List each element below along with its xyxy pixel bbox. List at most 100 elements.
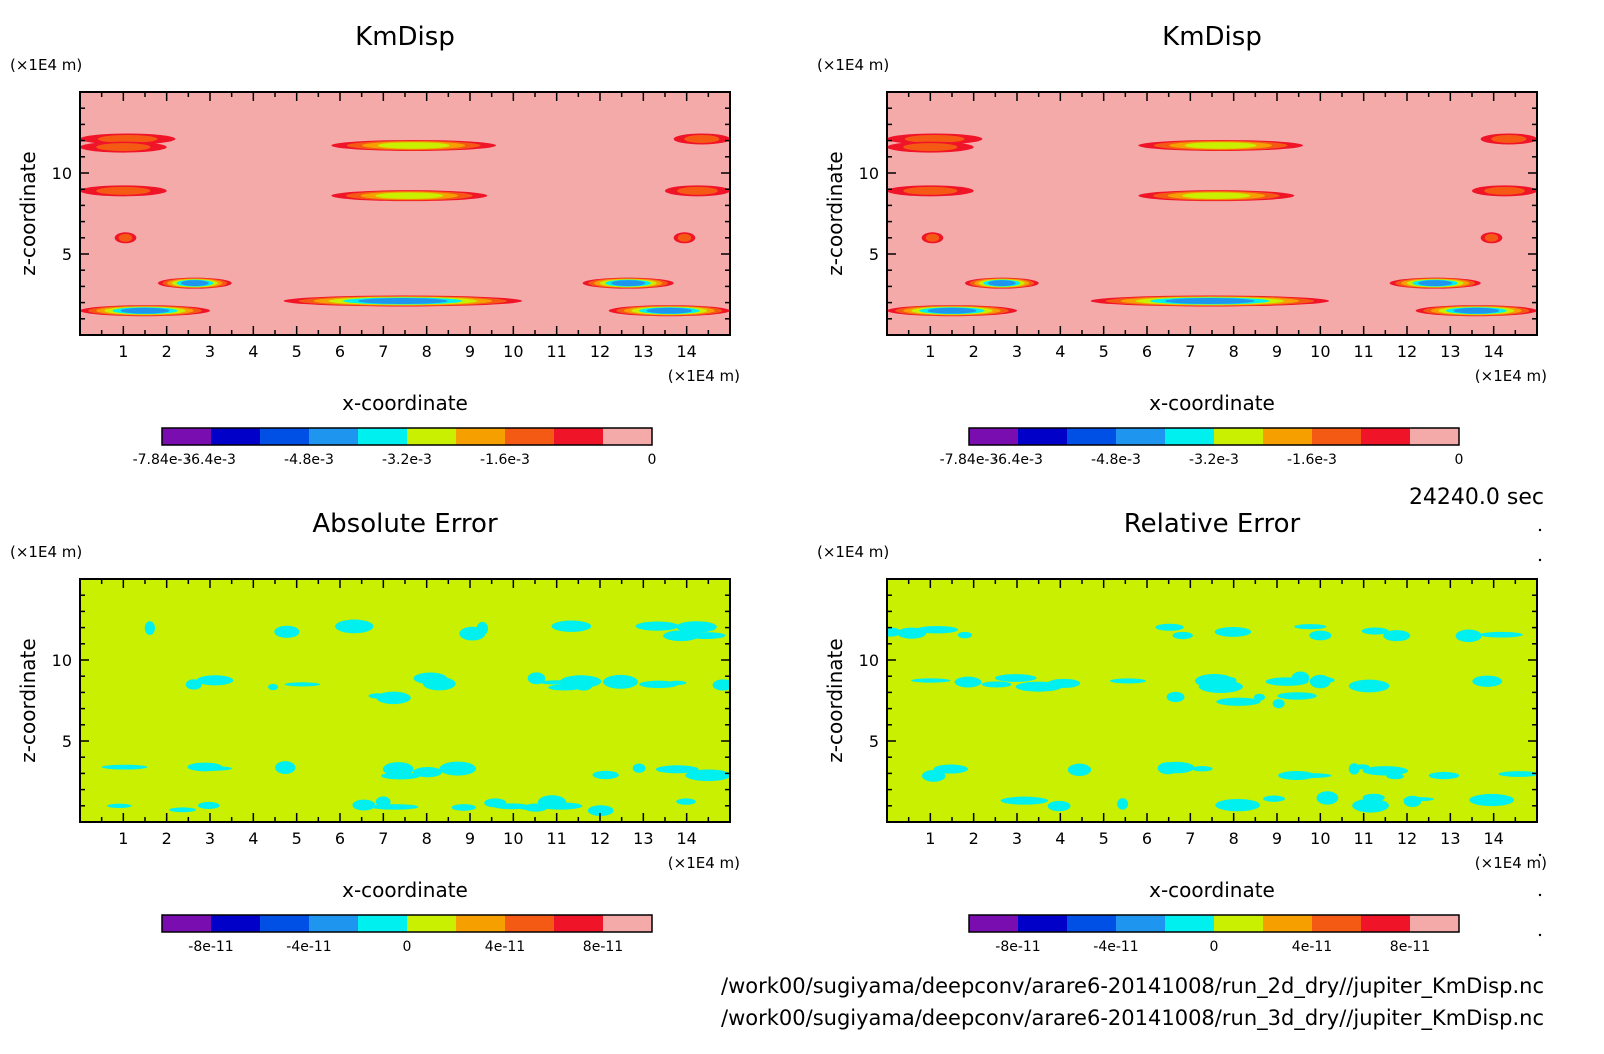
error-patch	[1352, 798, 1389, 813]
x-tick-label: 6	[1142, 342, 1152, 361]
contour-band	[611, 280, 646, 287]
x-tick-label: 12	[590, 342, 610, 361]
contour-band	[96, 143, 151, 152]
error-patch	[144, 621, 155, 636]
colorbar-swatch	[1263, 915, 1313, 932]
colorbar-label: -7.84e-3	[940, 452, 999, 468]
error-patch	[493, 803, 530, 810]
colorbar-label: 0	[1455, 452, 1464, 468]
chart-title: KmDisp	[355, 22, 455, 52]
colorbar-label: -3.2e-3	[1189, 452, 1239, 468]
contour-band	[1484, 233, 1499, 242]
contour-band	[646, 307, 693, 314]
contour-band	[988, 280, 1016, 287]
y-axis-title: z-coordinate	[823, 638, 847, 762]
colorbar-label: -1.6e-3	[480, 452, 530, 468]
error-patch	[1155, 623, 1184, 631]
contour-band	[677, 186, 718, 195]
colorbar-swatch	[554, 915, 604, 932]
colorbar-label: -4e-11	[1093, 939, 1138, 955]
error-patch	[1383, 630, 1411, 642]
error-patch	[686, 632, 726, 639]
x-tick-label: 4	[1055, 829, 1065, 848]
chart-title: KmDisp	[1162, 22, 1262, 52]
colorbar-label: -1.6e-3	[1287, 452, 1337, 468]
error-patch	[1215, 798, 1261, 812]
contour-band	[1418, 280, 1453, 287]
x-tick-label: 14	[1483, 342, 1503, 361]
colorbar-label: -4.8e-3	[1091, 452, 1141, 468]
x-tick-label: 2	[162, 829, 172, 848]
error-patch	[911, 678, 951, 683]
error-patch	[1109, 678, 1147, 684]
error-patch	[957, 631, 973, 639]
x-tick-label: 10	[1310, 342, 1330, 361]
error-patch	[712, 679, 730, 691]
x-tick-label: 12	[1397, 829, 1417, 848]
contour-band	[1491, 134, 1527, 143]
y-tick-label: 10	[52, 164, 72, 183]
contour-features	[887, 623, 1537, 813]
x-tick-label: 1	[118, 829, 128, 848]
x-tick-label: 8	[422, 829, 432, 848]
chart-title: Absolute Error	[312, 509, 498, 539]
colorbar-swatch	[1214, 428, 1264, 445]
error-patch	[1469, 793, 1515, 807]
contour-band	[1165, 298, 1255, 304]
colorbar-swatch	[1165, 915, 1215, 932]
error-patch	[1403, 795, 1422, 807]
colorbar-swatch	[260, 915, 310, 932]
colorbar-label: -8e-11	[188, 939, 233, 955]
colorbar-swatch	[969, 428, 1019, 445]
colorbar-swatch	[1116, 915, 1166, 932]
error-patch	[196, 675, 234, 686]
contour-band	[927, 307, 977, 314]
colorbar-swatch	[1410, 915, 1460, 932]
error-patch	[994, 674, 1037, 682]
colorbar-swatch	[162, 915, 212, 932]
x-tick-label: 7	[378, 829, 388, 848]
contour-band	[375, 192, 444, 199]
contour-band	[904, 134, 965, 143]
x-tick-label: 3	[205, 342, 215, 361]
x-tick-label: 2	[969, 342, 979, 361]
error-patch	[284, 682, 321, 687]
x-tick-label: 7	[378, 342, 388, 361]
x-tick-label: 7	[1185, 829, 1195, 848]
x-tick-label: 5	[1099, 342, 1109, 361]
colorbar-label: 0	[1210, 939, 1219, 955]
y-unit-label: (×1E4 m)	[817, 56, 889, 74]
error-patch	[335, 619, 374, 634]
y-tick-label: 5	[869, 245, 879, 264]
error-patch	[197, 801, 220, 809]
colorbar-label: 4e-11	[485, 939, 525, 955]
error-patch	[1067, 763, 1092, 776]
error-patch	[382, 762, 414, 777]
error-patch	[101, 764, 148, 770]
error-patch	[1172, 631, 1193, 640]
x-tick-label: 6	[1142, 829, 1152, 848]
colorbar-swatch	[1018, 428, 1068, 445]
contour-band	[684, 134, 720, 143]
x-tick-label: 13	[1440, 342, 1460, 361]
x-tick-label: 12	[590, 829, 610, 848]
contour-band	[1184, 142, 1257, 149]
error-patch	[639, 680, 679, 689]
chart-title: Relative Error	[1124, 509, 1301, 539]
x-unit-label: (×1E4 m)	[668, 854, 740, 872]
error-patch	[537, 795, 567, 810]
error-patch	[268, 683, 279, 691]
x-tick-label: 13	[1440, 829, 1460, 848]
colorbar-swatch	[1116, 428, 1166, 445]
contour-band	[181, 280, 209, 287]
x-tick-label: 1	[118, 342, 128, 361]
error-patch	[1000, 796, 1049, 805]
y-unit-label: (×1E4 m)	[817, 543, 889, 561]
error-patch	[1287, 773, 1332, 779]
error-patch	[368, 693, 387, 699]
error-patch	[933, 764, 969, 774]
error-patch	[1455, 629, 1482, 643]
plot-background	[80, 92, 730, 335]
